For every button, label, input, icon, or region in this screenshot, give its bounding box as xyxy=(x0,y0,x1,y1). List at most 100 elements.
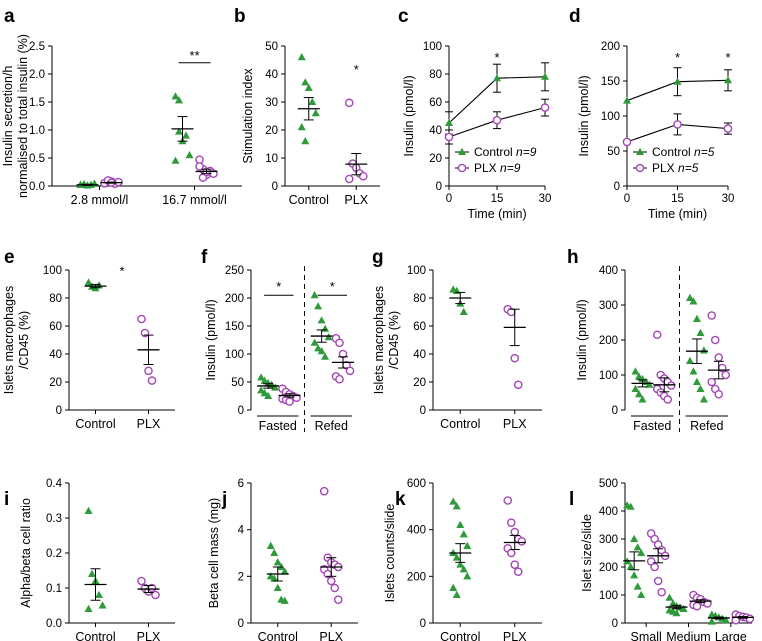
x-tick-label: 0 xyxy=(624,193,630,205)
data-point xyxy=(301,78,310,86)
panel-label: c xyxy=(398,6,409,27)
data-point xyxy=(707,617,716,625)
data-point xyxy=(310,338,319,346)
panel-label: a xyxy=(4,6,15,27)
data-point xyxy=(506,548,516,558)
x-tick-label: 15 xyxy=(491,193,504,205)
significance-star: ** xyxy=(189,48,199,63)
data-point xyxy=(541,72,549,80)
data-point xyxy=(175,127,183,135)
data-point xyxy=(673,120,682,129)
data-point xyxy=(270,548,279,556)
data-point xyxy=(623,96,631,104)
panel-label: l xyxy=(569,489,574,510)
data-point xyxy=(510,560,520,569)
x-tick-label: PLX xyxy=(137,417,161,431)
x-tick-label: Large xyxy=(715,630,747,641)
y-axis-title: Islet size/slide xyxy=(580,514,594,592)
data-point xyxy=(463,572,472,580)
data-point xyxy=(650,562,659,572)
y-axis-title: Stimulation index xyxy=(241,68,255,164)
x-tick-label: 30 xyxy=(539,193,552,205)
y-tick-label: 0.4 xyxy=(46,478,63,490)
panel-f: f 0 50 100 150 200 250 Insulin (pmol/l) Fasted Re… xyxy=(201,247,355,433)
data-point xyxy=(314,344,323,352)
data-point xyxy=(326,576,336,586)
data-point xyxy=(463,541,472,549)
data-point xyxy=(84,278,93,286)
significance-star: * xyxy=(119,264,124,279)
y-tick-label: 300 xyxy=(599,534,618,546)
data-point xyxy=(317,347,326,355)
x-tick-label: PLX xyxy=(503,417,527,431)
data-point xyxy=(270,574,279,582)
data-point xyxy=(637,590,646,598)
significance-star: * xyxy=(675,50,680,65)
data-point xyxy=(685,356,694,364)
x-axis-title: Time (min) xyxy=(648,207,707,221)
y-tick-label: 6 xyxy=(238,478,244,490)
x-tick-label: Small xyxy=(631,630,662,641)
y-tick-label: 60 xyxy=(49,321,62,333)
data-point xyxy=(273,583,282,591)
y-tick-label: 60 xyxy=(413,321,426,333)
data-point xyxy=(631,384,640,392)
data-point xyxy=(696,384,705,392)
data-point xyxy=(310,291,319,299)
data-point xyxy=(452,502,461,510)
x-tick-label: Control xyxy=(258,630,298,641)
y-tick-label: 200 xyxy=(225,293,244,305)
data-point xyxy=(663,395,673,404)
legend-n: n=5 xyxy=(694,145,715,159)
y-tick-label: 0 xyxy=(238,618,244,630)
x-tick-label: 16.7 mmol/l xyxy=(162,193,227,207)
data-point xyxy=(513,567,523,576)
data-point xyxy=(449,583,458,591)
x-tick-label: 15 xyxy=(671,193,684,205)
y-axis-title: /CD45 (%) xyxy=(387,311,401,369)
data-point xyxy=(260,389,269,397)
data-point xyxy=(707,311,717,320)
data-point xyxy=(637,548,646,556)
x-axis-title: Time (min) xyxy=(467,207,526,221)
data-point xyxy=(266,541,275,549)
data-point xyxy=(456,520,465,528)
x-tick-label: PLX xyxy=(137,630,161,641)
data-point xyxy=(452,590,461,598)
y-tick-label: 4 xyxy=(238,525,245,537)
data-point xyxy=(692,601,702,611)
data-point xyxy=(714,389,724,399)
panel-d: d 0 50 100 150 200 Insulin (pmol/l) 0 15 30 Time (… xyxy=(569,6,734,221)
y-tick-label: 50 xyxy=(265,41,278,53)
x-tick-label: Medium xyxy=(666,630,710,641)
y-tick-label: 150 xyxy=(225,321,244,333)
data-point xyxy=(503,496,513,505)
group-label: Refed xyxy=(315,419,348,433)
data-point xyxy=(513,380,523,390)
panel-label: i xyxy=(4,489,9,510)
significance-star: * xyxy=(330,279,335,294)
x-tick-label: 2.8 mmol/l xyxy=(71,193,129,207)
data-point xyxy=(98,601,107,609)
y-tick-label: 400 xyxy=(599,265,618,277)
data-point xyxy=(626,502,635,510)
x-tick-label: PLX xyxy=(503,630,527,641)
x-tick-label: 30 xyxy=(722,193,735,205)
y-tick-label: 0 xyxy=(238,405,244,417)
y-tick-label: 20 xyxy=(429,153,442,165)
y-tick-label: 0.2 xyxy=(46,548,62,560)
panel-k: k 0 200 400 600 Islets counts/slide Control PLX xyxy=(383,478,542,641)
data-point xyxy=(665,593,674,601)
data-point xyxy=(638,395,647,403)
data-point xyxy=(335,374,344,384)
data-point xyxy=(506,518,516,527)
panel-label: h xyxy=(567,247,579,268)
legend-n: n=5 xyxy=(678,161,699,175)
x-tick-label: Control xyxy=(289,193,329,207)
legend-label: Control xyxy=(652,145,694,159)
y-axis-title: Alpha/beta cell ratio xyxy=(19,498,33,608)
data-point xyxy=(456,560,465,568)
y-tick-label: 100 xyxy=(423,41,442,53)
y-tick-label: 20 xyxy=(49,377,62,389)
x-tick-label: Control xyxy=(440,630,480,641)
